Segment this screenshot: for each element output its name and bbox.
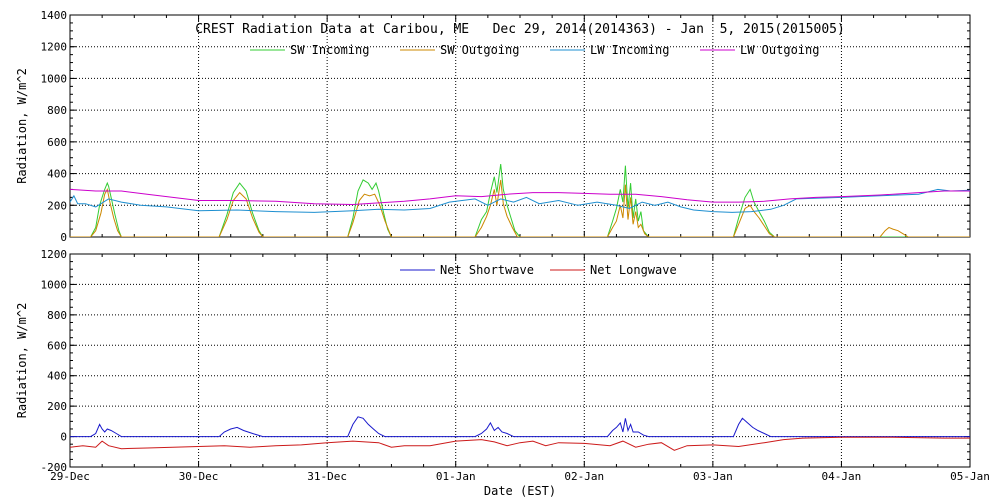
x-tick-label: 02-Jan: [564, 470, 604, 483]
y-tick-label: 1200: [41, 41, 68, 54]
y-tick-label: 800: [47, 309, 67, 322]
y-tick-label: 400: [47, 168, 67, 181]
bottom-panel: -200 0 200 400 600 800 1000 1200 Radiation, W/m^…: [15, 248, 990, 498]
y-tick-label: 800: [47, 104, 67, 117]
x-tick-label: 30-Dec: [179, 470, 219, 483]
series-line-net-longwave: [70, 436, 970, 451]
legend-label: Net Longwave: [590, 263, 677, 277]
series-line-lw-outgoing: [70, 188, 970, 206]
y-tick-label: 600: [47, 136, 67, 149]
x-tick-label: 31-Dec: [307, 470, 347, 483]
x-tick-label: 03-Jan: [693, 470, 733, 483]
y-tick-label: 0: [60, 431, 67, 444]
y-tick-label: 1000: [41, 278, 68, 291]
legend-label: LW Incoming: [590, 43, 669, 57]
y-tick-label: -200: [41, 461, 68, 474]
y-tick-label: 0: [60, 231, 67, 244]
y-axis-label: Radiation, W/m^2: [15, 68, 29, 184]
x-tick-label: 01-Jan: [436, 470, 476, 483]
y-tick-label: 200: [47, 400, 67, 413]
chart-title: CREST Radiation Data at Caribou, ME Dec …: [195, 22, 845, 37]
x-axis-label: Date (EST): [484, 484, 556, 498]
series-line-lw-incoming: [70, 188, 970, 213]
legend-label: Net Shortwave: [440, 263, 534, 277]
y-tick-label: 1000: [41, 72, 68, 85]
legend-label: SW Outgoing: [440, 43, 519, 57]
plot-frame: [69, 14, 971, 238]
y-tick-label: 600: [47, 339, 67, 352]
x-tick-label: 04-Jan: [822, 470, 862, 483]
plot-frame: [69, 253, 971, 468]
top-panel: 0 200 400 600 800 1000 1200 1400 Radiation, W/m^…: [15, 9, 971, 244]
legend-label: SW Incoming: [290, 43, 369, 57]
y-tick-label: 1200: [41, 248, 68, 261]
y-tick-label: 200: [47, 199, 67, 212]
x-tick-label: 05-Jan: [950, 470, 990, 483]
y-axis-label: Radiation, W/m^2: [15, 303, 29, 419]
series-line-sw-incoming: [70, 164, 970, 237]
legend-label: LW Outgoing: [740, 43, 819, 57]
y-tick-label: 400: [47, 370, 67, 383]
y-tick-label: 1400: [41, 9, 68, 22]
x-tick-label: 29-Dec: [50, 470, 90, 483]
series-line-sw-outgoing: [70, 179, 970, 237]
series-line-net-shortwave: [70, 416, 970, 438]
